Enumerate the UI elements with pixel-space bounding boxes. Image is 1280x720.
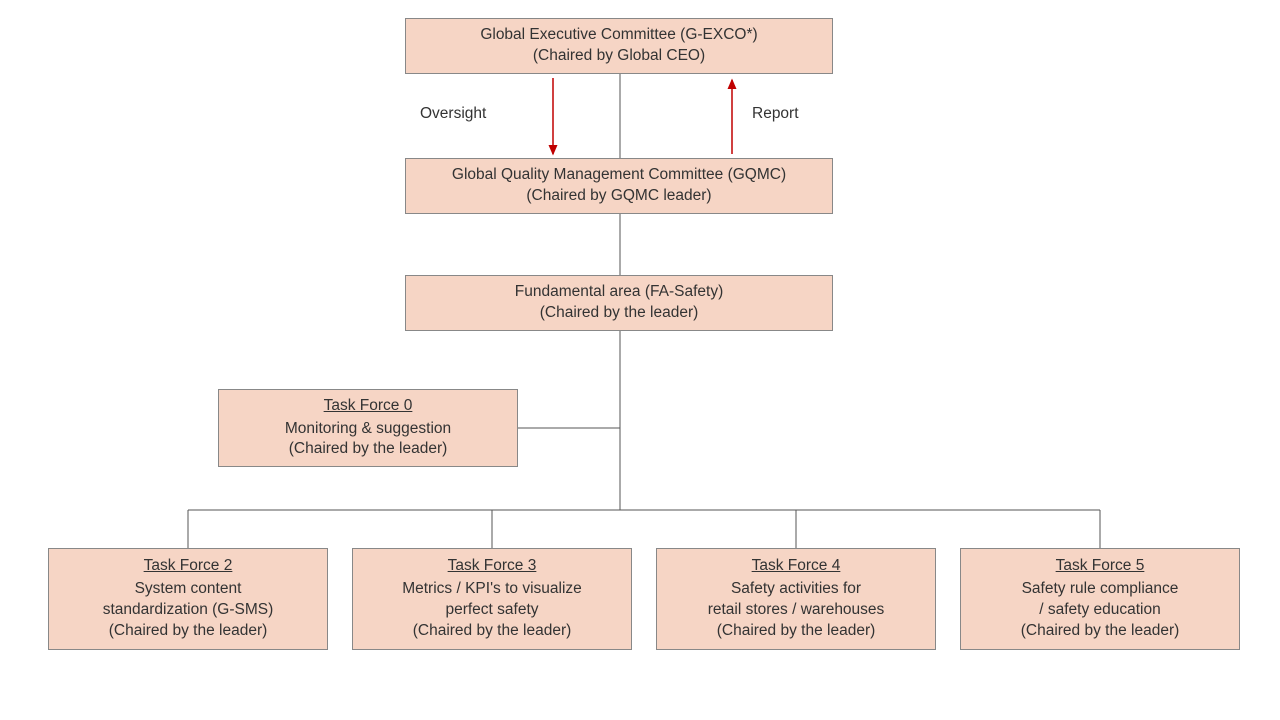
box-task-force-5: Task Force 5 Safety rule compliance / sa… <box>960 548 1240 650</box>
tf3-line1: Metrics / KPI's to visualize <box>402 579 582 600</box>
tf2-line2a: standardization (G-SMS) <box>103 600 274 621</box>
gqmc-line2: (Chaired by GQMC leader) <box>526 186 711 207</box>
tf5-line2a: / safety education <box>1039 600 1161 621</box>
box-task-force-2: Task Force 2 System content standardizat… <box>48 548 328 650</box>
tf0-title: Task Force 0 <box>324 396 413 417</box>
tf3-line2b: (Chaired by the leader) <box>413 621 572 642</box>
tf4-line1: Safety activities for <box>731 579 861 600</box>
fa-line2: (Chaired by the leader) <box>540 303 699 324</box>
tf0-line1: Monitoring & suggestion <box>285 419 451 440</box>
box-fa-safety: Fundamental area (FA-Safety) (Chaired by… <box>405 275 833 331</box>
gqmc-line1: Global Quality Management Committee (GQM… <box>452 165 786 186</box>
gexco-line1: Global Executive Committee (G-EXCO*) <box>480 25 757 46</box>
label-report: Report <box>752 105 799 123</box>
tf4-line2b: (Chaired by the leader) <box>717 621 876 642</box>
gexco-line2: (Chaired by Global CEO) <box>533 46 705 67</box>
box-task-force-4: Task Force 4 Safety activities for retai… <box>656 548 936 650</box>
box-gexco: Global Executive Committee (G-EXCO*) (Ch… <box>405 18 833 74</box>
tf2-title: Task Force 2 <box>144 556 233 577</box>
tf0-line2: (Chaired by the leader) <box>289 439 448 460</box>
tf2-line2b: (Chaired by the leader) <box>109 621 268 642</box>
box-gqmc: Global Quality Management Committee (GQM… <box>405 158 833 214</box>
box-task-force-0: Task Force 0 Monitoring & suggestion (Ch… <box>218 389 518 467</box>
tf5-line2b: (Chaired by the leader) <box>1021 621 1180 642</box>
box-task-force-3: Task Force 3 Metrics / KPI's to visualiz… <box>352 548 632 650</box>
tf2-line1: System content <box>135 579 242 600</box>
tf3-line2a: perfect safety <box>445 600 538 621</box>
label-oversight: Oversight <box>420 105 486 123</box>
tf3-title: Task Force 3 <box>448 556 537 577</box>
tf5-line1: Safety rule compliance <box>1022 579 1179 600</box>
fa-line1: Fundamental area (FA-Safety) <box>515 282 724 303</box>
tf4-line2a: retail stores / warehouses <box>708 600 885 621</box>
tf5-title: Task Force 5 <box>1056 556 1145 577</box>
tf4-title: Task Force 4 <box>752 556 841 577</box>
